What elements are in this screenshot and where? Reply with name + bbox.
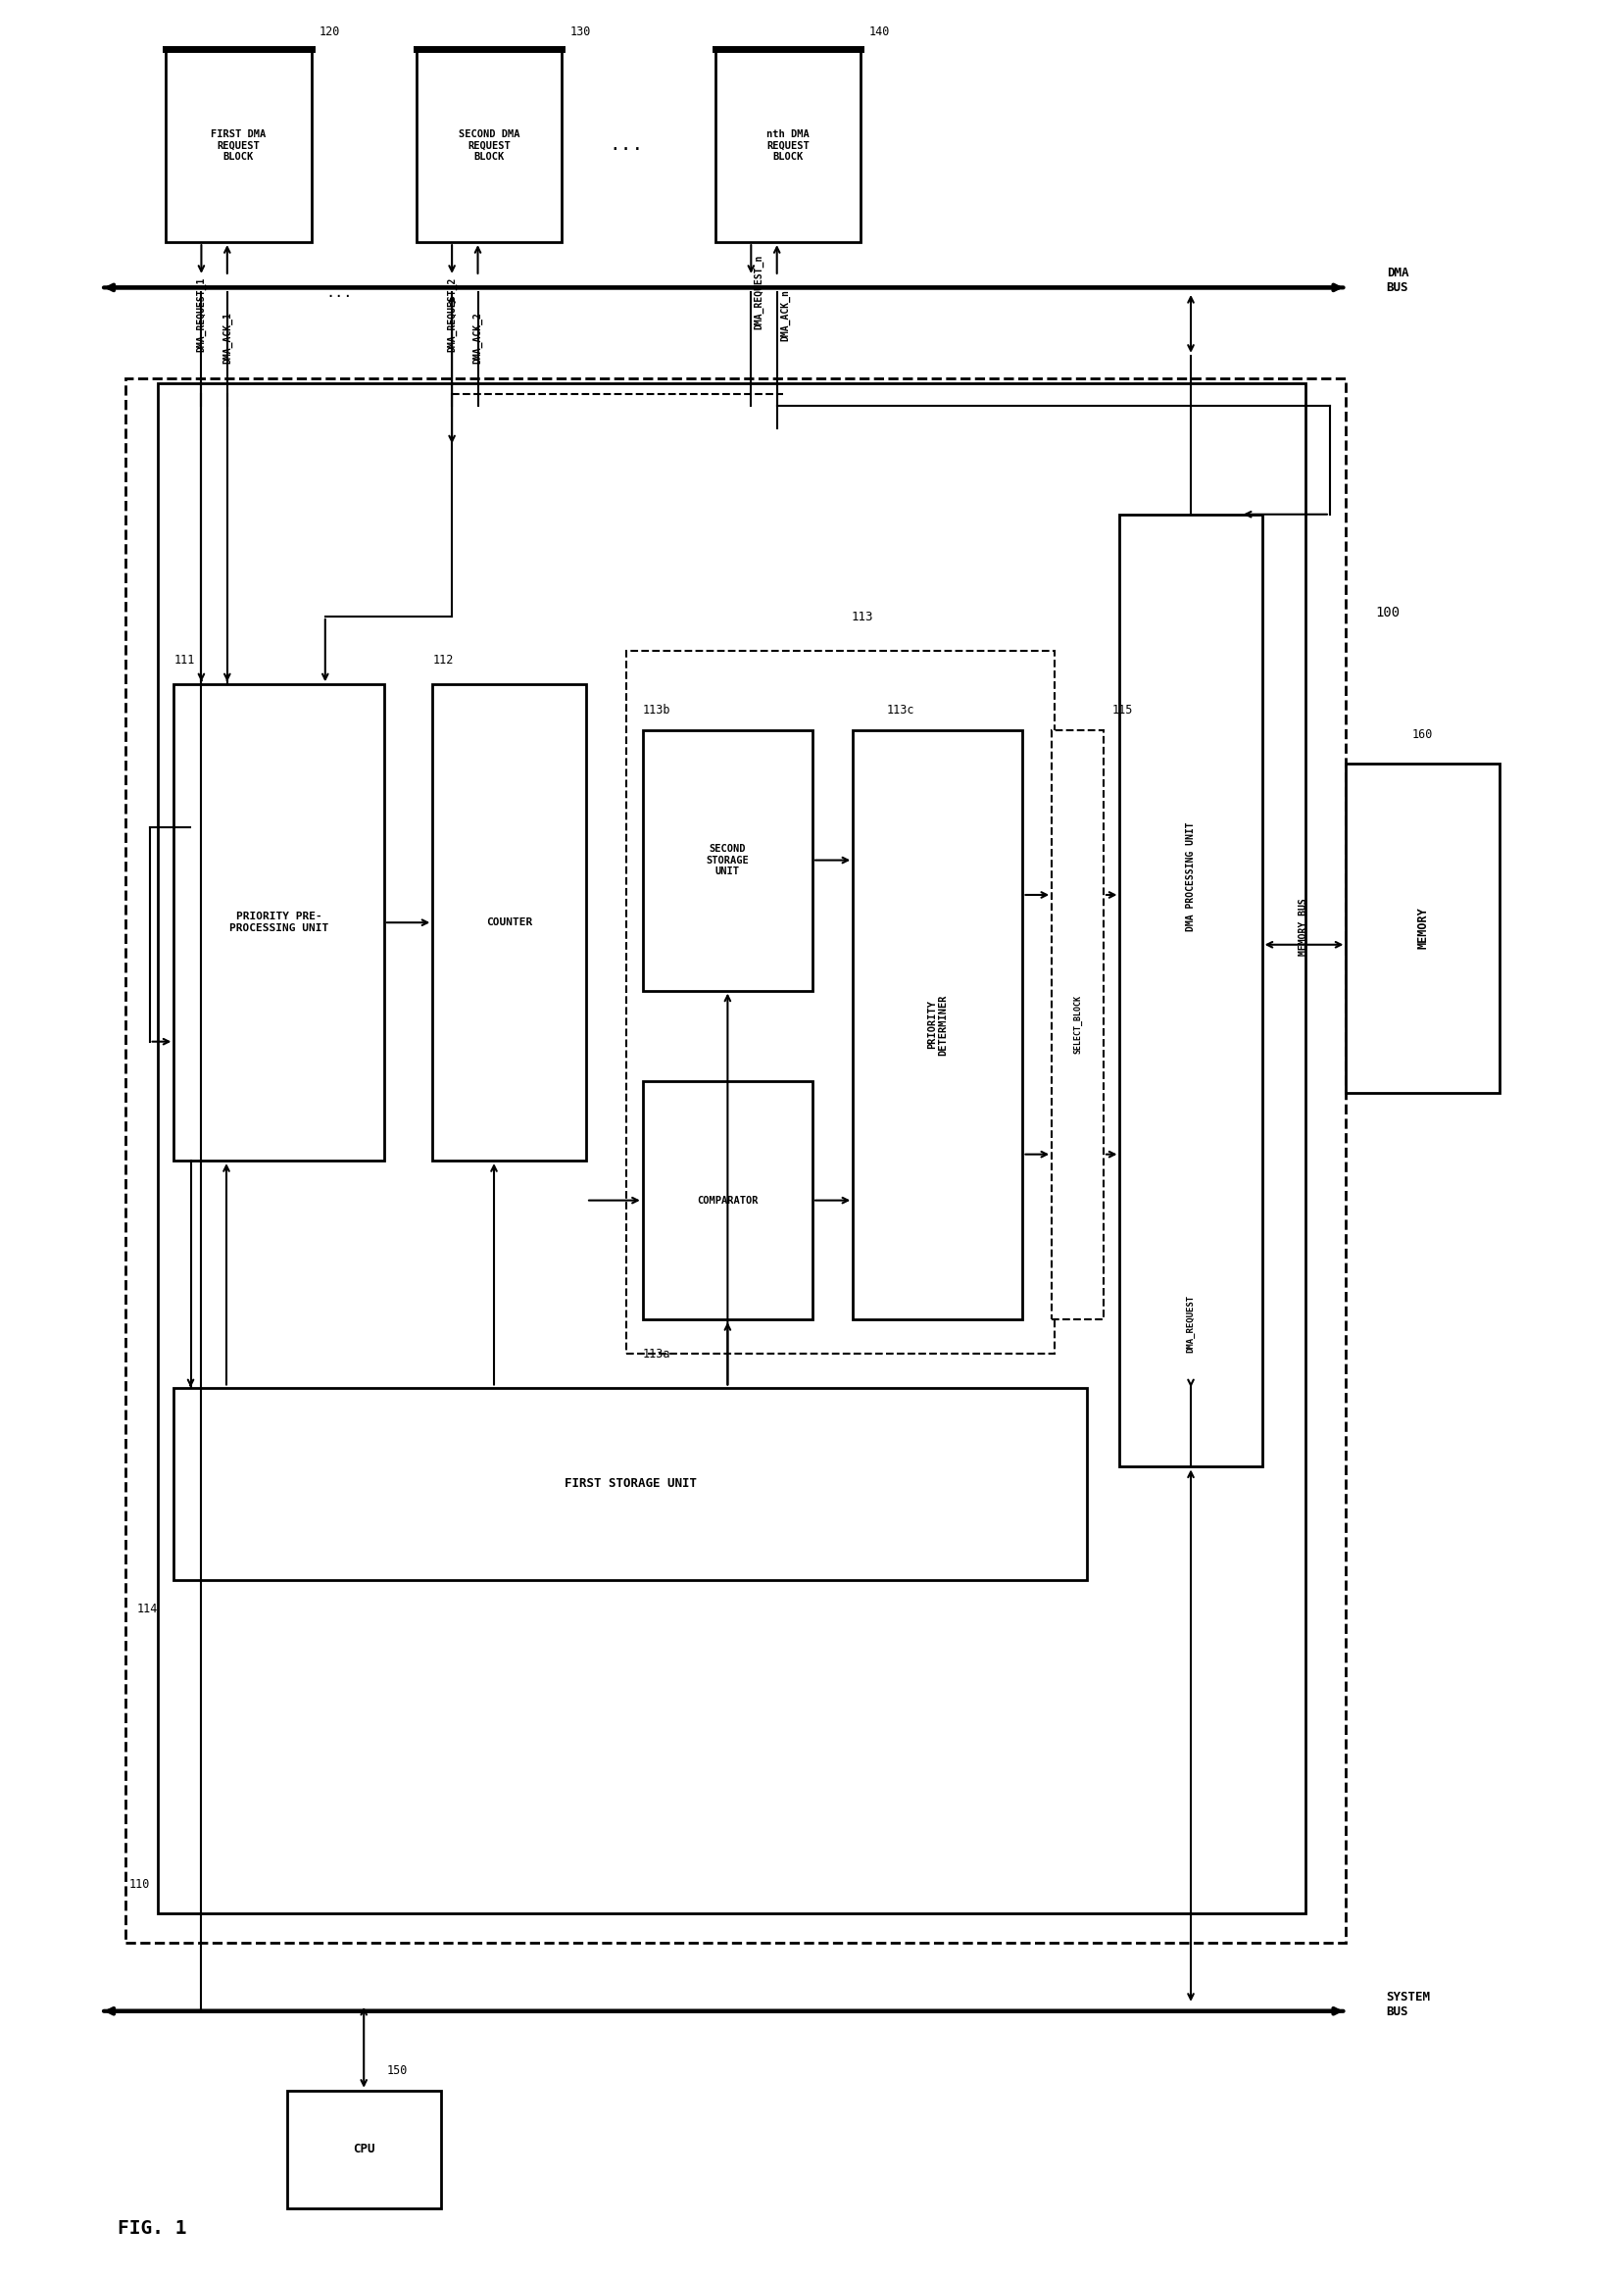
Bar bbox=[1345, 765, 1499, 1092]
Text: PRIORITY PRE-
PROCESSING UNIT: PRIORITY PRE- PROCESSING UNIT bbox=[229, 913, 328, 933]
Text: DMA
BUS: DMA BUS bbox=[1385, 266, 1408, 294]
Bar bbox=[1119, 514, 1262, 1466]
Text: 130: 130 bbox=[570, 25, 591, 39]
Text: 112: 112 bbox=[432, 653, 453, 667]
Text: SYSTEM
BUS: SYSTEM BUS bbox=[1385, 1992, 1429, 2019]
Text: MEMORY: MEMORY bbox=[1416, 908, 1429, 949]
Text: COUNTER: COUNTER bbox=[486, 917, 533, 926]
Bar bbox=[853, 731, 1021, 1320]
Text: DMA PROCESSING UNIT: DMA PROCESSING UNIT bbox=[1186, 822, 1195, 931]
Text: SELECT_BLOCK: SELECT_BLOCK bbox=[1072, 995, 1082, 1054]
Text: 113b: 113b bbox=[643, 703, 671, 717]
Bar bbox=[174, 685, 383, 1161]
Bar bbox=[416, 50, 562, 241]
Text: ...: ... bbox=[609, 134, 643, 155]
Text: 115: 115 bbox=[1111, 703, 1132, 717]
Text: DMA_REQUEST: DMA_REQUEST bbox=[1186, 1295, 1195, 1352]
Text: 113a: 113a bbox=[643, 1347, 671, 1361]
Text: SECOND DMA
REQUEST
BLOCK: SECOND DMA REQUEST BLOCK bbox=[458, 130, 520, 162]
Text: DMA_ACK_1: DMA_ACK_1 bbox=[222, 312, 232, 364]
Text: 100: 100 bbox=[1374, 605, 1398, 619]
Text: 114: 114 bbox=[136, 1602, 158, 1616]
Text: CPU: CPU bbox=[352, 2144, 375, 2155]
Text: 111: 111 bbox=[174, 653, 195, 667]
Text: DMA_ACK_2: DMA_ACK_2 bbox=[473, 312, 482, 364]
Text: nth DMA
REQUEST
BLOCK: nth DMA REQUEST BLOCK bbox=[767, 130, 809, 162]
Text: FIRST STORAGE UNIT: FIRST STORAGE UNIT bbox=[564, 1477, 697, 1491]
Bar bbox=[125, 378, 1345, 1944]
Bar bbox=[432, 685, 586, 1161]
Bar bbox=[715, 50, 861, 241]
Text: 140: 140 bbox=[869, 25, 890, 39]
Text: DMA_ACK_n: DMA_ACK_n bbox=[780, 289, 789, 341]
Text: 113: 113 bbox=[851, 610, 872, 624]
Text: DMA_REQUEST_2: DMA_REQUEST_2 bbox=[447, 278, 456, 353]
Text: DMA_REQUEST_n: DMA_REQUEST_n bbox=[754, 255, 763, 330]
Text: SECOND
STORAGE
UNIT: SECOND STORAGE UNIT bbox=[706, 844, 749, 876]
Bar bbox=[166, 50, 312, 241]
Text: 110: 110 bbox=[128, 1878, 149, 1891]
Bar bbox=[158, 382, 1304, 1914]
Bar bbox=[643, 731, 812, 990]
Text: FIRST DMA
REQUEST
BLOCK: FIRST DMA REQUEST BLOCK bbox=[211, 130, 266, 162]
Text: COMPARATOR: COMPARATOR bbox=[697, 1195, 758, 1206]
Bar bbox=[174, 1388, 1086, 1580]
Text: PRIORITY
DETERMINER: PRIORITY DETERMINER bbox=[927, 995, 948, 1056]
Text: ...: ... bbox=[326, 284, 352, 300]
Text: 160: 160 bbox=[1411, 728, 1432, 742]
Text: 113c: 113c bbox=[887, 703, 914, 717]
Text: 120: 120 bbox=[320, 25, 339, 39]
Text: MEMORY BUS: MEMORY BUS bbox=[1298, 897, 1307, 956]
Bar bbox=[287, 2089, 440, 2208]
Bar bbox=[643, 1081, 812, 1320]
Bar bbox=[1051, 731, 1103, 1320]
Text: FIG. 1: FIG. 1 bbox=[117, 2219, 187, 2237]
Text: 150: 150 bbox=[387, 2064, 408, 2078]
Text: DMA_REQUEST_1: DMA_REQUEST_1 bbox=[197, 278, 206, 353]
Bar bbox=[627, 651, 1054, 1354]
